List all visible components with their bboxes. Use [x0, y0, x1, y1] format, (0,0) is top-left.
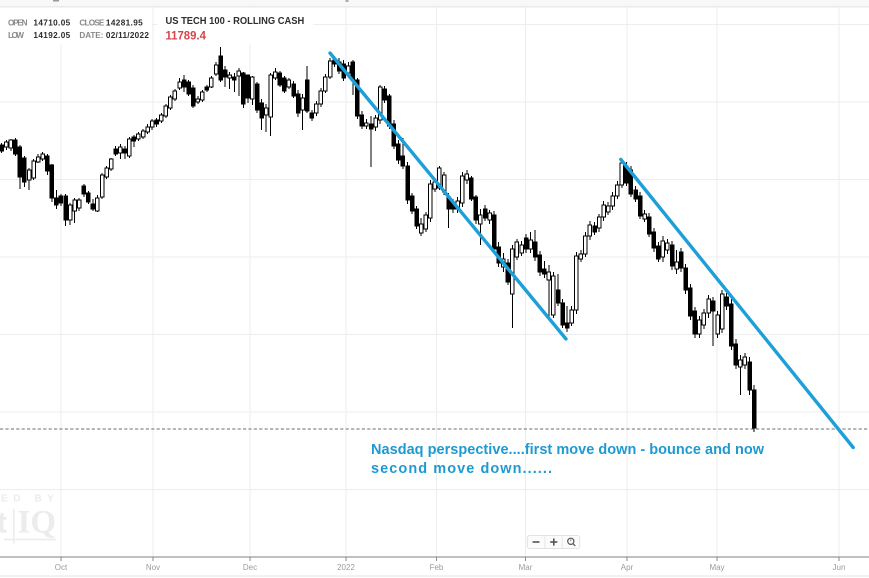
svg-text:OPEN: OPEN — [8, 18, 28, 27]
svg-text:second move down......: second move down...... — [371, 461, 552, 477]
svg-text:Apr: Apr — [621, 563, 634, 572]
svg-text:Dec: Dec — [243, 563, 257, 572]
svg-text:Jun: Jun — [833, 563, 846, 572]
svg-text:Nasdaq perspective....first mo: Nasdaq perspective....first move down - … — [371, 442, 765, 458]
svg-text:t: t — [0, 507, 7, 540]
svg-text:14710.05: 14710.05 — [33, 18, 70, 27]
svg-text:02/11/2022: 02/11/2022 — [106, 31, 149, 40]
svg-text:14281.95: 14281.95 — [106, 18, 143, 27]
svg-text:May: May — [709, 563, 724, 572]
svg-text:Mar: Mar — [519, 563, 533, 572]
svg-text:CLOSE: CLOSE — [79, 18, 105, 27]
svg-text:11789.4: 11789.4 — [166, 30, 207, 42]
svg-text:Nov: Nov — [146, 563, 160, 572]
svg-text:LOW: LOW — [8, 31, 24, 40]
svg-text:2022: 2022 — [337, 563, 355, 572]
svg-text:Feb: Feb — [430, 563, 444, 572]
svg-text:Oct: Oct — [55, 563, 68, 572]
svg-text:US TECH 100 - ROLLING CASH: US TECH 100 - ROLLING CASH — [166, 16, 305, 27]
svg-text:DATE:: DATE: — [79, 31, 103, 40]
svg-text:IQ: IQ — [18, 505, 57, 541]
svg-text:ED BY: ED BY — [1, 494, 60, 505]
svg-text:14192.05: 14192.05 — [33, 31, 70, 40]
